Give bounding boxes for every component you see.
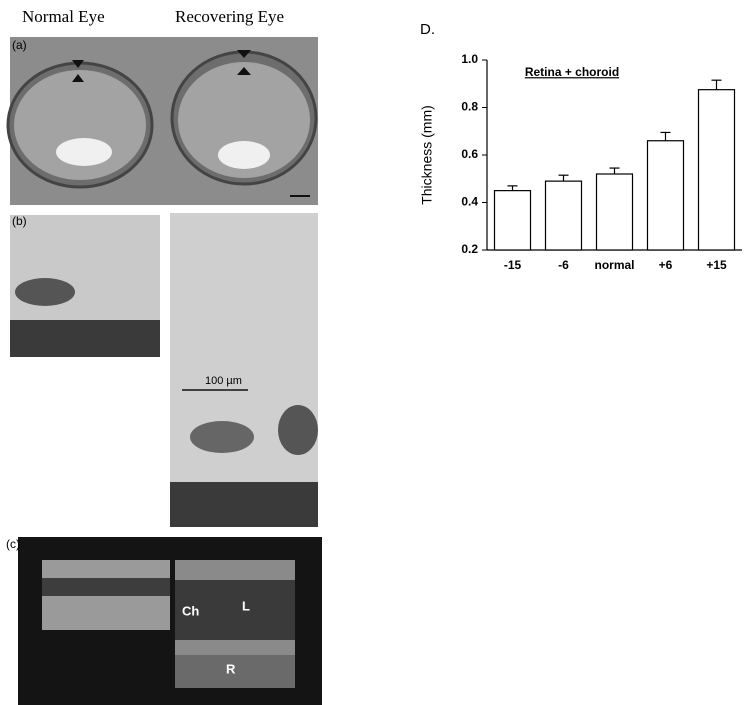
bar [648, 141, 684, 250]
x-tick-label: -6 [558, 258, 569, 272]
chart-title: D. [420, 21, 435, 38]
y-axis-label: Thickness (mm) [419, 105, 435, 205]
panel-label: (b) [12, 214, 27, 228]
x-tick-label: +15 [706, 258, 727, 272]
scale-bar-label: 100 µm [205, 375, 242, 387]
photo-a [8, 37, 318, 205]
annotation: Ch [182, 603, 199, 618]
x-tick-label: -15 [504, 258, 522, 272]
x-tick-label: +6 [659, 258, 673, 272]
bar [699, 90, 735, 250]
panel-label: (c) [6, 537, 20, 551]
y-tick-label: 0.8 [461, 100, 478, 114]
photo-c [18, 537, 322, 705]
y-tick-label: 0.6 [461, 147, 478, 161]
photo-b [10, 213, 318, 527]
figure: Normal Eye Recovering Eye (a) (b) 100 µm [0, 0, 744, 705]
bar [495, 191, 531, 250]
x-tick-label: normal [594, 258, 634, 272]
bar [597, 174, 633, 250]
y-tick-label: 0.4 [461, 195, 478, 209]
chart-subtitle: Retina + choroid [525, 65, 619, 79]
panel-label: (a) [12, 38, 27, 52]
heading: Normal Eye [22, 7, 105, 26]
bar [546, 181, 582, 250]
heading: Recovering Eye [175, 7, 284, 26]
annotation: L [242, 598, 250, 613]
y-tick-label: 0.2 [461, 242, 478, 256]
annotation: R [226, 661, 236, 676]
y-tick-label: 1.0 [461, 52, 478, 66]
